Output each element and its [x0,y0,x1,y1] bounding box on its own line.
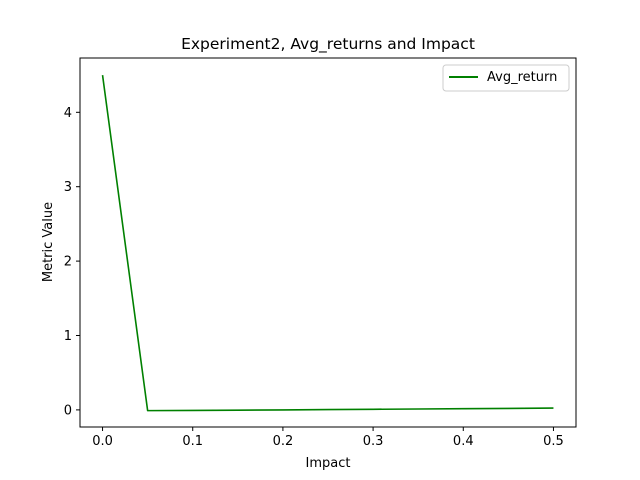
chart-title: Experiment2, Avg_returns and Impact [181,35,475,54]
series-line-avg-return [101,75,554,412]
x-axis-label: Impact [306,456,351,471]
x-tick-label: 0.4 [453,434,474,449]
y-tick-label: 2 [64,255,72,270]
x-tick-label: 0.5 [543,434,564,449]
y-tick-label: 3 [64,180,72,195]
x-tick-label: 0.0 [92,434,113,449]
x-tick-label: 0.1 [182,434,203,449]
series-layer [101,75,554,412]
y-axis-label: Metric Value [41,202,56,282]
y-tick-label: 0 [64,403,72,418]
legend-label-avg-return: Avg_return [487,70,557,85]
legend-box [442,64,570,92]
y-axis: 0 1 2 3 4 [64,106,80,418]
y-tick-label: 4 [64,106,72,121]
x-tick-label: 0.3 [363,434,384,449]
x-tick-label: 0.2 [273,434,294,449]
x-axis: 0.0 0.1 0.2 0.3 0.4 0.5 [92,427,564,449]
y-tick-label: 1 [64,329,72,344]
plot-area: 0.0 0.1 0.2 0.3 0.4 0.5 0 1 2 3 4 [64,57,577,449]
axes-frame [79,57,577,428]
legend: Avg_return [442,64,570,92]
